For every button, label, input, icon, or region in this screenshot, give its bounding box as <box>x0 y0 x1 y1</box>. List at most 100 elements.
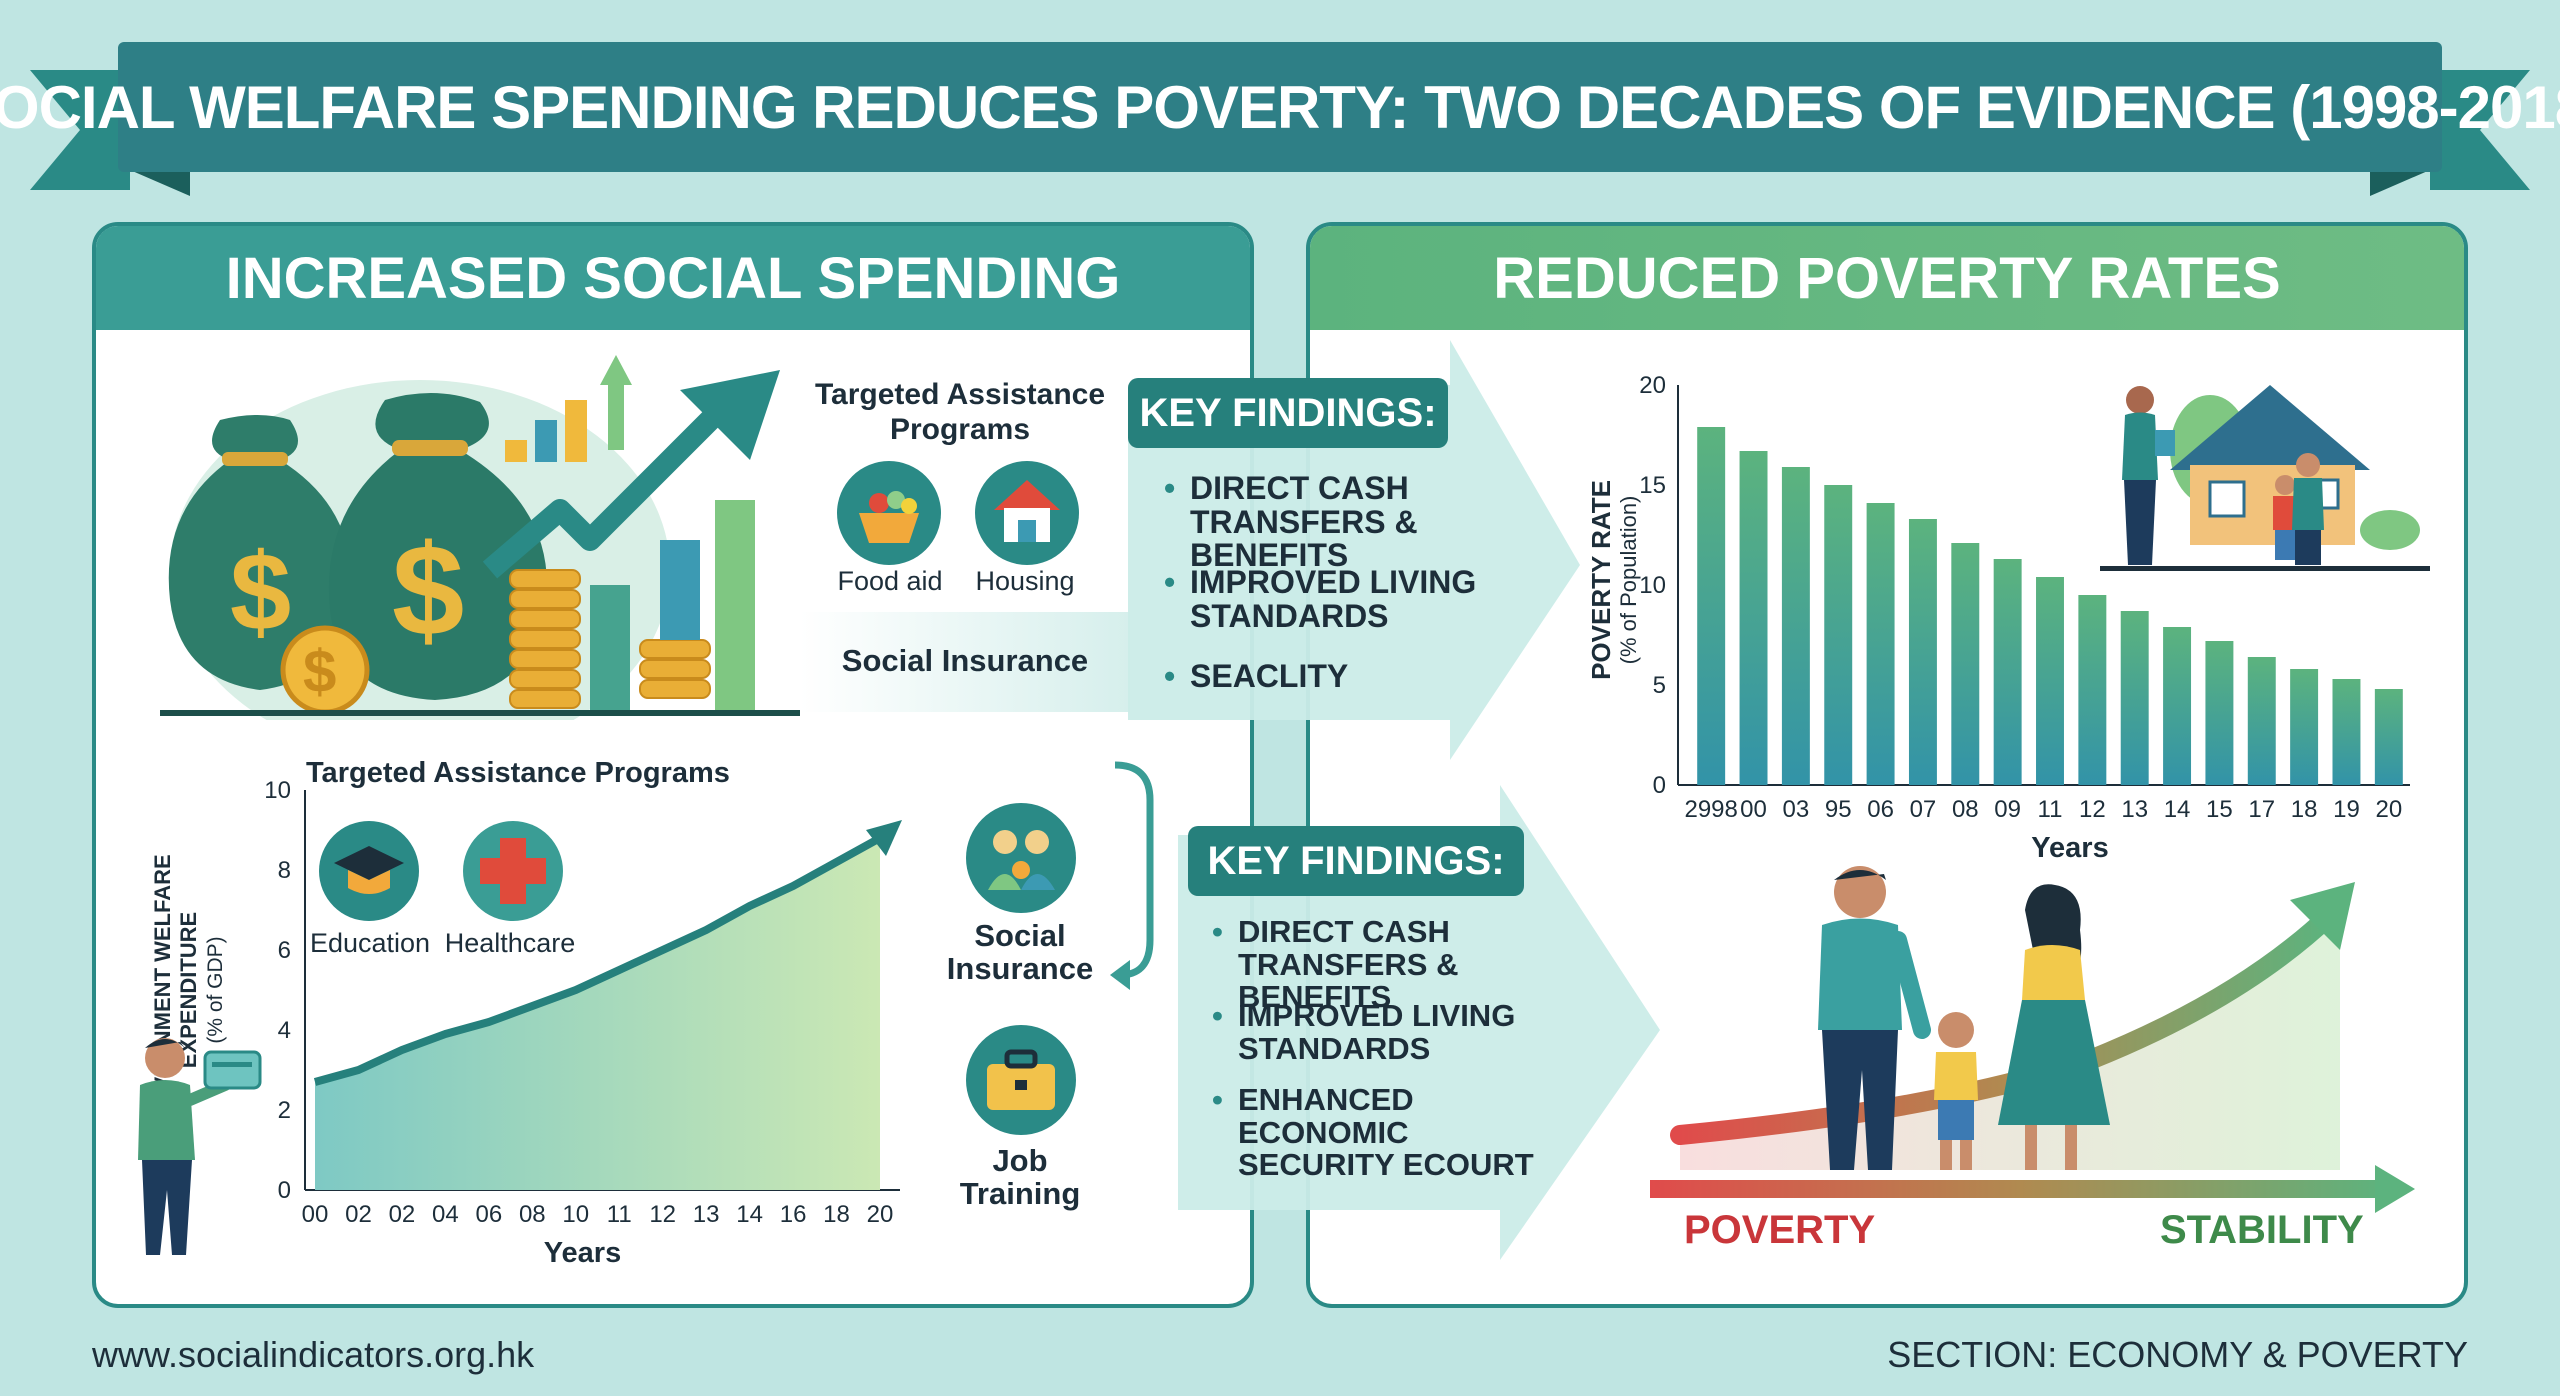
chart2-bar <box>1908 519 1937 785</box>
chart1-xtick: 08 <box>519 1201 546 1228</box>
chart2-ylabel-line: POVERTY RATE <box>1586 480 1616 680</box>
chart1-xlabel: Years <box>544 1237 621 1269</box>
chart2-ylabel-line: (% of Population) <box>1616 496 1641 665</box>
chart1-title: Targeted Assistance Programs <box>306 757 730 789</box>
chart2-xtick: 95 <box>1825 796 1852 823</box>
chart2-xtick: 03 <box>1783 796 1810 823</box>
chart1-ytick: 6 <box>278 937 291 964</box>
chart2-xtick: 19 <box>2333 796 2360 823</box>
poverty-label: POVERTY <box>1684 1208 1876 1252</box>
footer-url[interactable]: www.socialindicators.org.hk <box>92 1334 535 1375</box>
chart-program-label-healthcare: Healthcare <box>444 928 576 958</box>
chart2-bar <box>2290 669 2319 785</box>
findings-bottom-item-2: IMPROVED LIVING STANDARDS <box>1212 999 1618 1065</box>
chart1-xtick: 11 <box>607 1201 632 1228</box>
chart2-xlabel: Years <box>2031 832 2108 864</box>
chart2-bar <box>2205 641 2234 785</box>
chart2-xtick: 13 <box>2121 796 2148 823</box>
right-panel-header: REDUCED POVERTY RATES <box>1310 226 2464 330</box>
chart2-bar <box>1697 427 1726 785</box>
chart1-area <box>315 838 880 1190</box>
chart2-bar <box>2036 577 2064 785</box>
chart1-arrow-head <box>866 820 902 856</box>
left-panel: INCREASED SOCIAL SPENDING <box>92 222 1254 1308</box>
healthcare-icon <box>463 821 563 921</box>
poverty-rate-chart: POVERTY RATE (% of Population) 0 5 10 15 20 2… <box>1586 372 2410 864</box>
program-label-housing: Housing <box>975 566 1075 596</box>
chart1-xtick: 10 <box>562 1201 589 1228</box>
svg-text:$: $ <box>230 531 291 654</box>
person-with-card-illustration <box>138 1038 262 1255</box>
chart1-ylabel: GOVERNMENT WELFARE EXPENDITURE (% of GDP) <box>150 854 227 1125</box>
chart2-bar <box>1993 559 2022 785</box>
findings-top-item-3: SEACLITY <box>1164 659 1570 694</box>
education-icon <box>319 821 419 921</box>
chart2-bar <box>1866 503 1895 785</box>
money-bag-icon: $ <box>168 415 352 690</box>
chart2-xtick: 15 <box>2206 796 2233 823</box>
chart2-ytick: 5 <box>1653 672 1666 699</box>
chart2-xtick: 11 <box>2038 796 2063 823</box>
side-item-social-insurance: Social Insurance <box>946 918 1094 986</box>
chart2-bar <box>2332 679 2361 785</box>
right-panel-title: REDUCED POVERTY RATES <box>1493 245 2281 311</box>
chart2-bar <box>1781 467 1810 785</box>
chart2-xtick: 12 <box>2079 796 2106 823</box>
chart1-xtick: 18 <box>823 1201 850 1228</box>
program-label-food-aid: Food aid <box>837 566 943 596</box>
chart1-xtick: 04 <box>432 1201 459 1228</box>
stability-label: STABILITY <box>2160 1208 2364 1252</box>
svg-text:$: $ <box>392 517 464 663</box>
social-insurance-strip <box>800 612 1130 712</box>
money-bag-icon: $ <box>328 392 547 700</box>
chart2-xtick: 09 <box>1994 796 2021 823</box>
chart2-xtick: 20 <box>2375 796 2402 823</box>
social-insurance-icon <box>966 803 1076 913</box>
chart2-xtick: 17 <box>2248 796 2275 823</box>
chart2-xtick: 18 <box>2291 796 2318 823</box>
chart1-xtick: 12 <box>649 1201 676 1228</box>
chart2-ytick: 15 <box>1639 472 1666 499</box>
findings-bottom-title: KEY FINDINGS: <box>1188 826 1524 896</box>
house-family-illustration <box>2100 385 2430 571</box>
job-training-icon <box>966 1025 1076 1135</box>
chart-program-label-education: Education <box>309 928 431 958</box>
chart1-ytick: 4 <box>278 1017 291 1044</box>
chart2-bar <box>2120 611 2149 785</box>
chart2-ytick: 10 <box>1639 572 1666 599</box>
chart2-bar <box>2247 657 2276 785</box>
chart2-ytick: 0 <box>1653 772 1666 799</box>
chart1-ylabel-line: EXPENDITURE <box>176 912 201 1068</box>
chart1-ytick: 8 <box>278 857 291 884</box>
chart1-xtick: 06 <box>475 1201 502 1228</box>
social-insurance-label: Social Insurance <box>841 643 1089 678</box>
chart1-xtick: 00 <box>302 1201 329 1228</box>
chart2-xtick: 08 <box>1952 796 1979 823</box>
chart2-ytick: 20 <box>1639 372 1666 399</box>
banner-ribbon <box>30 42 2530 196</box>
findings-top-item-2: IMPROVED LIVING STANDARDS <box>1164 565 1570 633</box>
chart2-bar <box>1739 451 1768 785</box>
chart2-bar <box>2078 595 2107 785</box>
programs-title: Targeted Assistance Programs <box>814 378 1106 446</box>
housing-icon <box>975 461 1079 565</box>
chart2-bar <box>2163 627 2192 785</box>
chart1-ytick: 0 <box>278 1177 291 1204</box>
side-item-job-training: Job Training <box>959 1143 1081 1211</box>
chart1-xtick: 14 <box>736 1201 763 1228</box>
svg-text:$: $ <box>303 638 336 705</box>
left-panel-title: INCREASED SOCIAL SPENDING <box>225 245 1121 311</box>
banner-title: SOCIAL WELFARE SPENDING REDUCES POVERTY:… <box>0 73 2560 141</box>
findings-top-item-1: DIRECT CASH TRANSFERS & BENEFITS <box>1164 471 1570 573</box>
left-panel-header: INCREASED SOCIAL SPENDING <box>96 226 1250 330</box>
chart2-xtick: 00 <box>1740 796 1767 823</box>
chart2-xtick: 06 <box>1867 796 1894 823</box>
chart1-xtick: 02 <box>345 1201 372 1228</box>
chart1-series-line <box>313 834 882 1086</box>
chart1-xtick: 16 <box>780 1201 807 1228</box>
money-growth-illustration: $ $ $ <box>160 355 800 720</box>
chart2-bar <box>2374 689 2403 785</box>
food-aid-icon <box>837 461 941 565</box>
chart1-xtick: 13 <box>693 1201 720 1228</box>
chart2-ylabel: POVERTY RATE (% of Population) <box>1586 480 1641 680</box>
